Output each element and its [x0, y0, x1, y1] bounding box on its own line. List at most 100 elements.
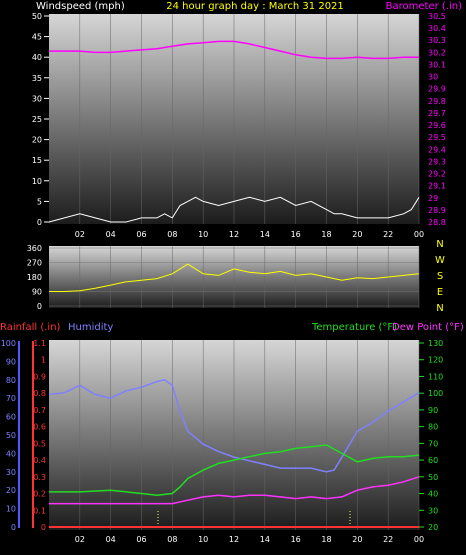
- x-tick-label: 22: [383, 535, 393, 544]
- compass-label: W: [435, 255, 445, 266]
- temperature-tick-label: 110: [428, 372, 443, 381]
- windspeed-tick-label: 5: [37, 197, 42, 206]
- barometer-tick-label: 29.3: [428, 157, 446, 166]
- humidity-tick-label: 30: [6, 468, 16, 477]
- x-tick-label: 00: [414, 230, 424, 239]
- x-tick-label: 18: [321, 230, 331, 239]
- temperature-axis: 20 30 40 50 60 70 80 90 100 110 120 130: [419, 339, 443, 532]
- rainfall-tick-label: 1.1: [33, 339, 46, 348]
- rainfall-tick-label: 0.9: [33, 372, 46, 381]
- compass-label: N: [436, 303, 443, 314]
- x-tick-label: 02: [75, 535, 85, 544]
- temperature-tick-label: 70: [428, 439, 438, 448]
- rainfall-tick-label: 0.1: [33, 506, 46, 515]
- barometer-tick-label: 28.9: [428, 206, 446, 215]
- windspeed-tick-label: 40: [32, 53, 42, 62]
- rain-humidity-temperature-grid: [79, 340, 420, 530]
- rain-humidity-temperature-x-axis: 02 04 06 08 10 12 14 16 18 20 22 00: [75, 535, 424, 544]
- x-tick-label: 10: [198, 535, 208, 544]
- wind-direction-series-line: [49, 263, 420, 292]
- rainfall-tick-label: 0.8: [33, 389, 46, 398]
- direction-tick-label: 270: [27, 259, 42, 268]
- barometer-tick-label: 28.8: [428, 218, 446, 227]
- rainfall-tick-label: 0.6: [33, 423, 46, 432]
- x-tick-label: 14: [260, 535, 270, 544]
- humidity-tick-label: 90: [6, 357, 16, 366]
- windspeed-axis: 0 5 10 15 20 25 30 35 40 45 50: [32, 12, 49, 227]
- windspeed-tick-label: 45: [32, 33, 42, 42]
- windspeed-series-line: [48, 196, 420, 223]
- temperature-tick-label: 120: [428, 356, 443, 365]
- windspeed-tick-label: 25: [32, 115, 42, 124]
- barometer-axis: 28.8 28.9 29 29.1 29.2 29.3 29.4 29.5 29.6 29.7 29…: [428, 12, 446, 227]
- x-tick-label: 20: [352, 535, 362, 544]
- temperature-tick-label: 30: [428, 506, 438, 515]
- graph-date-title: 24 hour graph day : March 31 2021: [166, 1, 344, 12]
- barometer-axis-title: Barometer (.in): [386, 1, 462, 12]
- x-tick-label: 16: [291, 535, 301, 544]
- barometer-tick-label: 29.1: [428, 182, 446, 191]
- x-tick-label: 12: [229, 230, 239, 239]
- barometer-tick-label: 29.8: [428, 97, 446, 106]
- humidity-tick-label: 80: [6, 376, 16, 385]
- x-tick-label: 16: [291, 230, 301, 239]
- rainfall-tick-label: 0.3: [33, 473, 46, 482]
- rainfall-axis-title: Rainfall (.in): [0, 322, 61, 333]
- x-tick-label: 04: [106, 230, 116, 239]
- barometer-tick-label: 30.3: [428, 36, 446, 45]
- humidity-series-line: [48, 378, 420, 473]
- humidity-axis: 0 10 20 30 40 50 60 70 80 90 100: [1, 339, 16, 532]
- barometer-tick-label: 29.9: [428, 85, 446, 94]
- temperature-series-line: [49, 444, 420, 496]
- x-tick-label: 02: [75, 230, 85, 239]
- humidity-tick-label: 50: [6, 431, 16, 440]
- x-tick-label: 08: [167, 230, 177, 239]
- barometer-series-line: [49, 40, 419, 60]
- direction-tick-label: 180: [27, 273, 42, 282]
- x-tick-label: 10: [198, 230, 208, 239]
- temperature-tick-label: 80: [428, 423, 438, 432]
- rainfall-tick-label: 0.4: [33, 456, 46, 465]
- direction-tick-label: 360: [27, 244, 42, 253]
- windspeed-axis-title: Windspeed (mph): [36, 1, 125, 12]
- humidity-tick-label: 0: [11, 523, 16, 532]
- x-tick-label: 04: [106, 535, 116, 544]
- barometer-tick-label: 29.7: [428, 109, 446, 118]
- rainfall-tick-label: 1: [41, 356, 46, 365]
- temperature-axis-title: Temperature (°F): [311, 322, 397, 333]
- x-tick-label: 06: [136, 535, 146, 544]
- rainfall-tick-label: 0.2: [33, 490, 46, 499]
- x-tick-label: 12: [229, 535, 239, 544]
- temperature-tick-label: 130: [428, 339, 443, 348]
- rainfall-tick-label: 0: [41, 523, 46, 532]
- compass-label: E: [437, 287, 443, 298]
- barometer-tick-label: 30.5: [428, 12, 446, 21]
- windspeed-tick-label: 50: [32, 12, 42, 21]
- barometer-tick-label: 30.2: [428, 48, 446, 57]
- barometer-tick-label: 30.4: [428, 24, 446, 33]
- windspeed-tick-label: 30: [32, 94, 42, 103]
- wind-direction-axis: 0 90 180 270 360: [27, 244, 419, 311]
- compass-label: N: [436, 239, 443, 250]
- x-tick-label: 14: [260, 230, 270, 239]
- compass-label: S: [437, 271, 443, 282]
- wind-barometer-grid: [79, 14, 420, 224]
- dewpoint-axis-title: Dew Point (°F): [392, 322, 464, 333]
- temperature-tick-label: 90: [428, 406, 438, 415]
- x-tick-label: 08: [167, 535, 177, 544]
- windspeed-tick-label: 15: [32, 156, 42, 165]
- barometer-tick-label: 29: [428, 194, 438, 203]
- humidity-tick-label: 60: [6, 413, 16, 422]
- temperature-tick-label: 20: [428, 523, 438, 532]
- dewpoint-series-line: [49, 476, 420, 505]
- x-tick-label: 00: [414, 535, 424, 544]
- barometer-tick-label: 30: [428, 73, 438, 82]
- temperature-tick-label: 40: [428, 490, 438, 499]
- barometer-tick-label: 29.2: [428, 170, 446, 179]
- x-tick-label: 06: [136, 230, 146, 239]
- humidity-tick-label: 20: [6, 486, 16, 495]
- barometer-tick-label: 29.4: [428, 145, 446, 154]
- barometer-tick-label: 30.1: [428, 60, 446, 69]
